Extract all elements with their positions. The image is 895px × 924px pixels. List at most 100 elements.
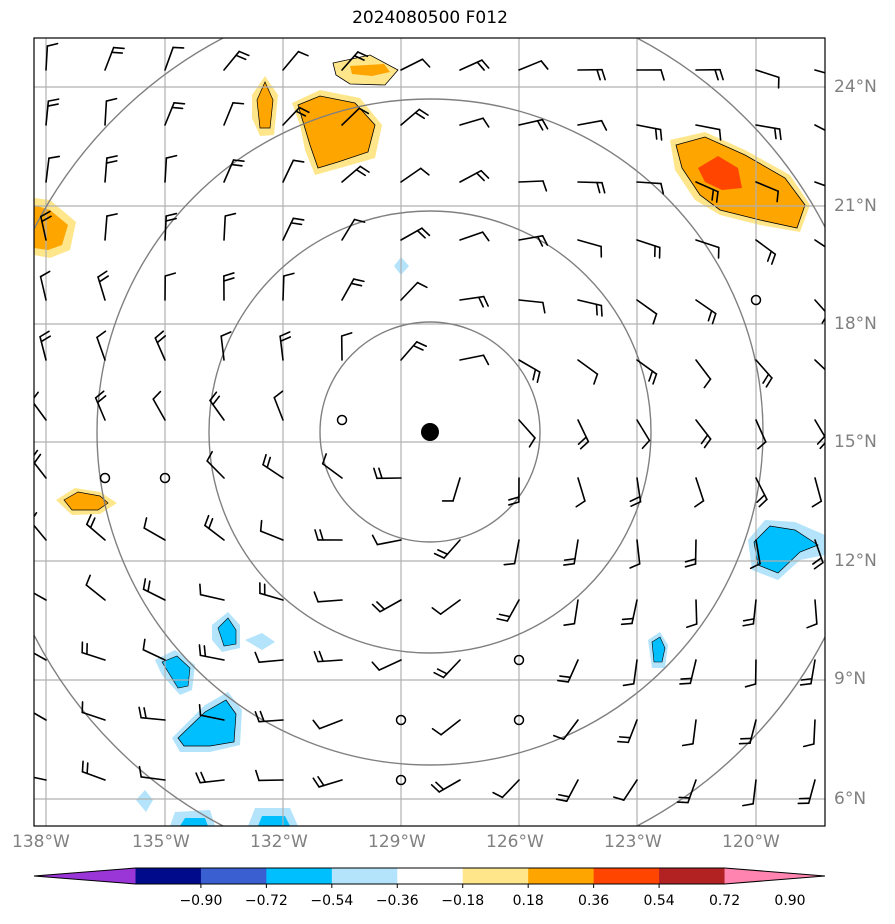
wind-barb [195, 771, 225, 784]
wind-barbs [34, 42, 825, 807]
wind-barb [400, 281, 428, 301]
wind-barb [143, 517, 166, 541]
lat-label: 9°N [834, 669, 867, 689]
wind-barb [138, 706, 166, 721]
wind-barb [223, 101, 245, 126]
wind-barb [400, 108, 429, 126]
wind-barb [341, 218, 366, 241]
wind-barb [459, 231, 490, 242]
wind-barb [104, 97, 118, 126]
wind-barb [755, 181, 779, 203]
wind-barb [577, 68, 606, 81]
calm-marker [395, 774, 407, 786]
colorbar-tick-label: 0.90 [774, 893, 806, 909]
wind-barb [755, 419, 767, 450]
colorbar-swatch [659, 868, 726, 884]
map-title: 2024080500 F012 [352, 8, 508, 28]
wind-barb [814, 239, 825, 255]
colorbar-tick-label: −0.54 [310, 893, 354, 909]
wind-barb [254, 710, 284, 723]
wind-barb [223, 159, 245, 183]
wind-barb [341, 165, 370, 183]
colorbar-extend-low [34, 868, 136, 884]
contour-blob [245, 633, 275, 650]
wind-barb [755, 239, 777, 265]
wind-barb [577, 119, 608, 131]
wind-barb [695, 359, 712, 389]
contour-blob [258, 816, 290, 826]
wind-barb [684, 539, 697, 568]
wind-barb [679, 659, 697, 685]
calm-marker [336, 414, 348, 426]
colorbar-swatch [135, 868, 202, 884]
wind-barb [742, 599, 757, 627]
map-border [33, 37, 826, 827]
range-ring [319, 321, 541, 543]
wind-barb [806, 599, 818, 629]
wind-barb [273, 390, 284, 421]
wind-barb [142, 578, 166, 601]
wind-barb [575, 477, 586, 508]
range-ring [96, 98, 764, 766]
wind-barb [613, 779, 638, 801]
wind-barb [681, 719, 697, 747]
wind-barb [282, 272, 295, 301]
range-ring [34, 38, 825, 826]
wind-barb [104, 155, 118, 183]
contour-blob [217, 617, 237, 647]
colorbar-swatch [528, 868, 595, 884]
wind-barb [199, 583, 225, 601]
wind-barb [814, 124, 825, 137]
lon-label: 126°W [486, 832, 544, 852]
wind-barb [742, 779, 757, 807]
colorbar-tick-label: 0.72 [708, 893, 741, 909]
wind-barb [636, 124, 663, 141]
lat-label: 6°N [834, 789, 867, 809]
wind-barb [459, 117, 490, 128]
calm-marker [513, 654, 525, 666]
wind-barb [441, 477, 461, 502]
colorbar-extend-high [724, 868, 825, 884]
wind-barb [622, 659, 638, 687]
wind-barb [104, 46, 125, 71]
wind-barb [676, 779, 697, 804]
wind-barb [282, 106, 310, 126]
wind-barb [312, 719, 343, 730]
wind-barb [577, 299, 603, 317]
colorbar-swatch [266, 868, 333, 884]
wind-barb [496, 599, 520, 622]
lat-label: 18°N [834, 314, 877, 334]
lon-label: 123°W [604, 832, 662, 852]
wind-barb [749, 539, 761, 570]
calm-marker [395, 714, 407, 726]
lon-label: 132°W [250, 832, 308, 852]
calm-marker [750, 294, 762, 306]
wind-barb [373, 467, 402, 480]
wind-barb [503, 539, 520, 566]
wind-barb [400, 227, 431, 241]
wind-barb [577, 419, 590, 450]
wind-barb [518, 180, 548, 192]
wind-barb [164, 212, 178, 241]
wind-barb [492, 779, 520, 799]
wind-barb [738, 719, 757, 745]
wind-barb [39, 270, 51, 301]
wind-barb [617, 719, 638, 744]
wind-barb [636, 299, 658, 325]
wind-barb [695, 124, 722, 141]
wind-barb [814, 69, 825, 78]
wind-barb [371, 599, 402, 613]
colorbar-swatch [397, 868, 464, 884]
wind-barb [555, 779, 579, 802]
colorbar-swatch [200, 868, 267, 884]
lon-label: 120°W [722, 832, 780, 852]
wind-barb [755, 359, 773, 388]
wind-barb [518, 419, 536, 448]
wind-barb [220, 331, 232, 361]
wind-barb [620, 599, 638, 626]
wind-barb [223, 50, 250, 71]
range-rings [34, 38, 825, 826]
wind-barb [223, 212, 237, 241]
wind-barb [518, 234, 549, 247]
